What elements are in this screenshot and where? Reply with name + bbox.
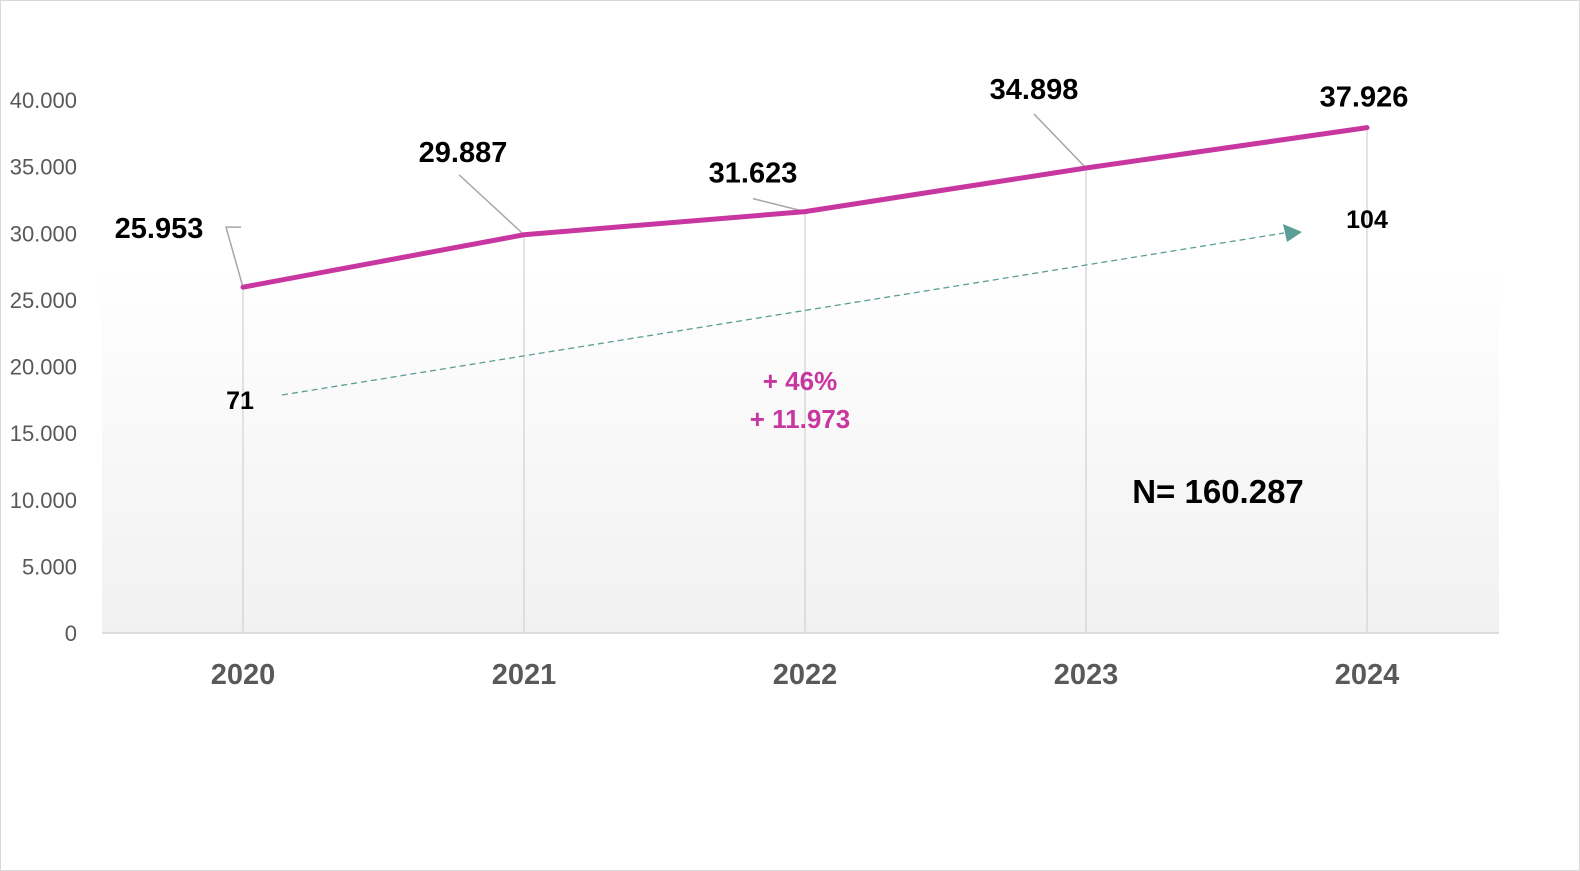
x-tick-label: 2021: [492, 659, 557, 691]
series-line: [240, 125, 1370, 290]
data-label: 29.887: [419, 137, 508, 169]
y-tick-label: 40.000: [10, 88, 77, 113]
y-tick-label: 30.000: [10, 221, 77, 246]
total-count: N= 160.287: [1132, 473, 1304, 510]
growth-percent: + 46%: [763, 366, 837, 396]
data-label: 37.926: [1320, 82, 1409, 114]
y-tick-label: 10.000: [10, 488, 77, 513]
data-label: 31.623: [709, 158, 798, 190]
leader-line: [225, 226, 244, 288]
y-tick-label: 20.000: [10, 355, 77, 380]
x-tick-label: 2020: [211, 659, 276, 691]
growth-absolute: + 11.973: [750, 404, 851, 434]
x-tick-label: 2024: [1335, 659, 1400, 691]
plot-background: [102, 262, 1499, 633]
x-tick-label: 2023: [1054, 659, 1119, 691]
trend-arrow-line: [281, 232, 1285, 396]
trend-arrow-head: [1283, 224, 1302, 242]
y-tick-label: 0: [65, 621, 77, 646]
trend-end-label: 104: [1346, 206, 1388, 234]
y-tick-label: 15.000: [10, 421, 77, 446]
data-label: 34.898: [990, 74, 1079, 106]
leader-line: [752, 197, 806, 213]
y-tick-label: 25.000: [10, 288, 77, 313]
leader-line: [1033, 113, 1087, 169]
data-label: 25.953: [115, 213, 204, 245]
y-tick-label: 5.000: [22, 554, 77, 579]
leader-line: [458, 174, 525, 236]
trend-start-label: 71: [226, 387, 254, 415]
y-tick-label: 35.000: [10, 155, 77, 180]
x-tick-label: 2022: [773, 659, 838, 691]
